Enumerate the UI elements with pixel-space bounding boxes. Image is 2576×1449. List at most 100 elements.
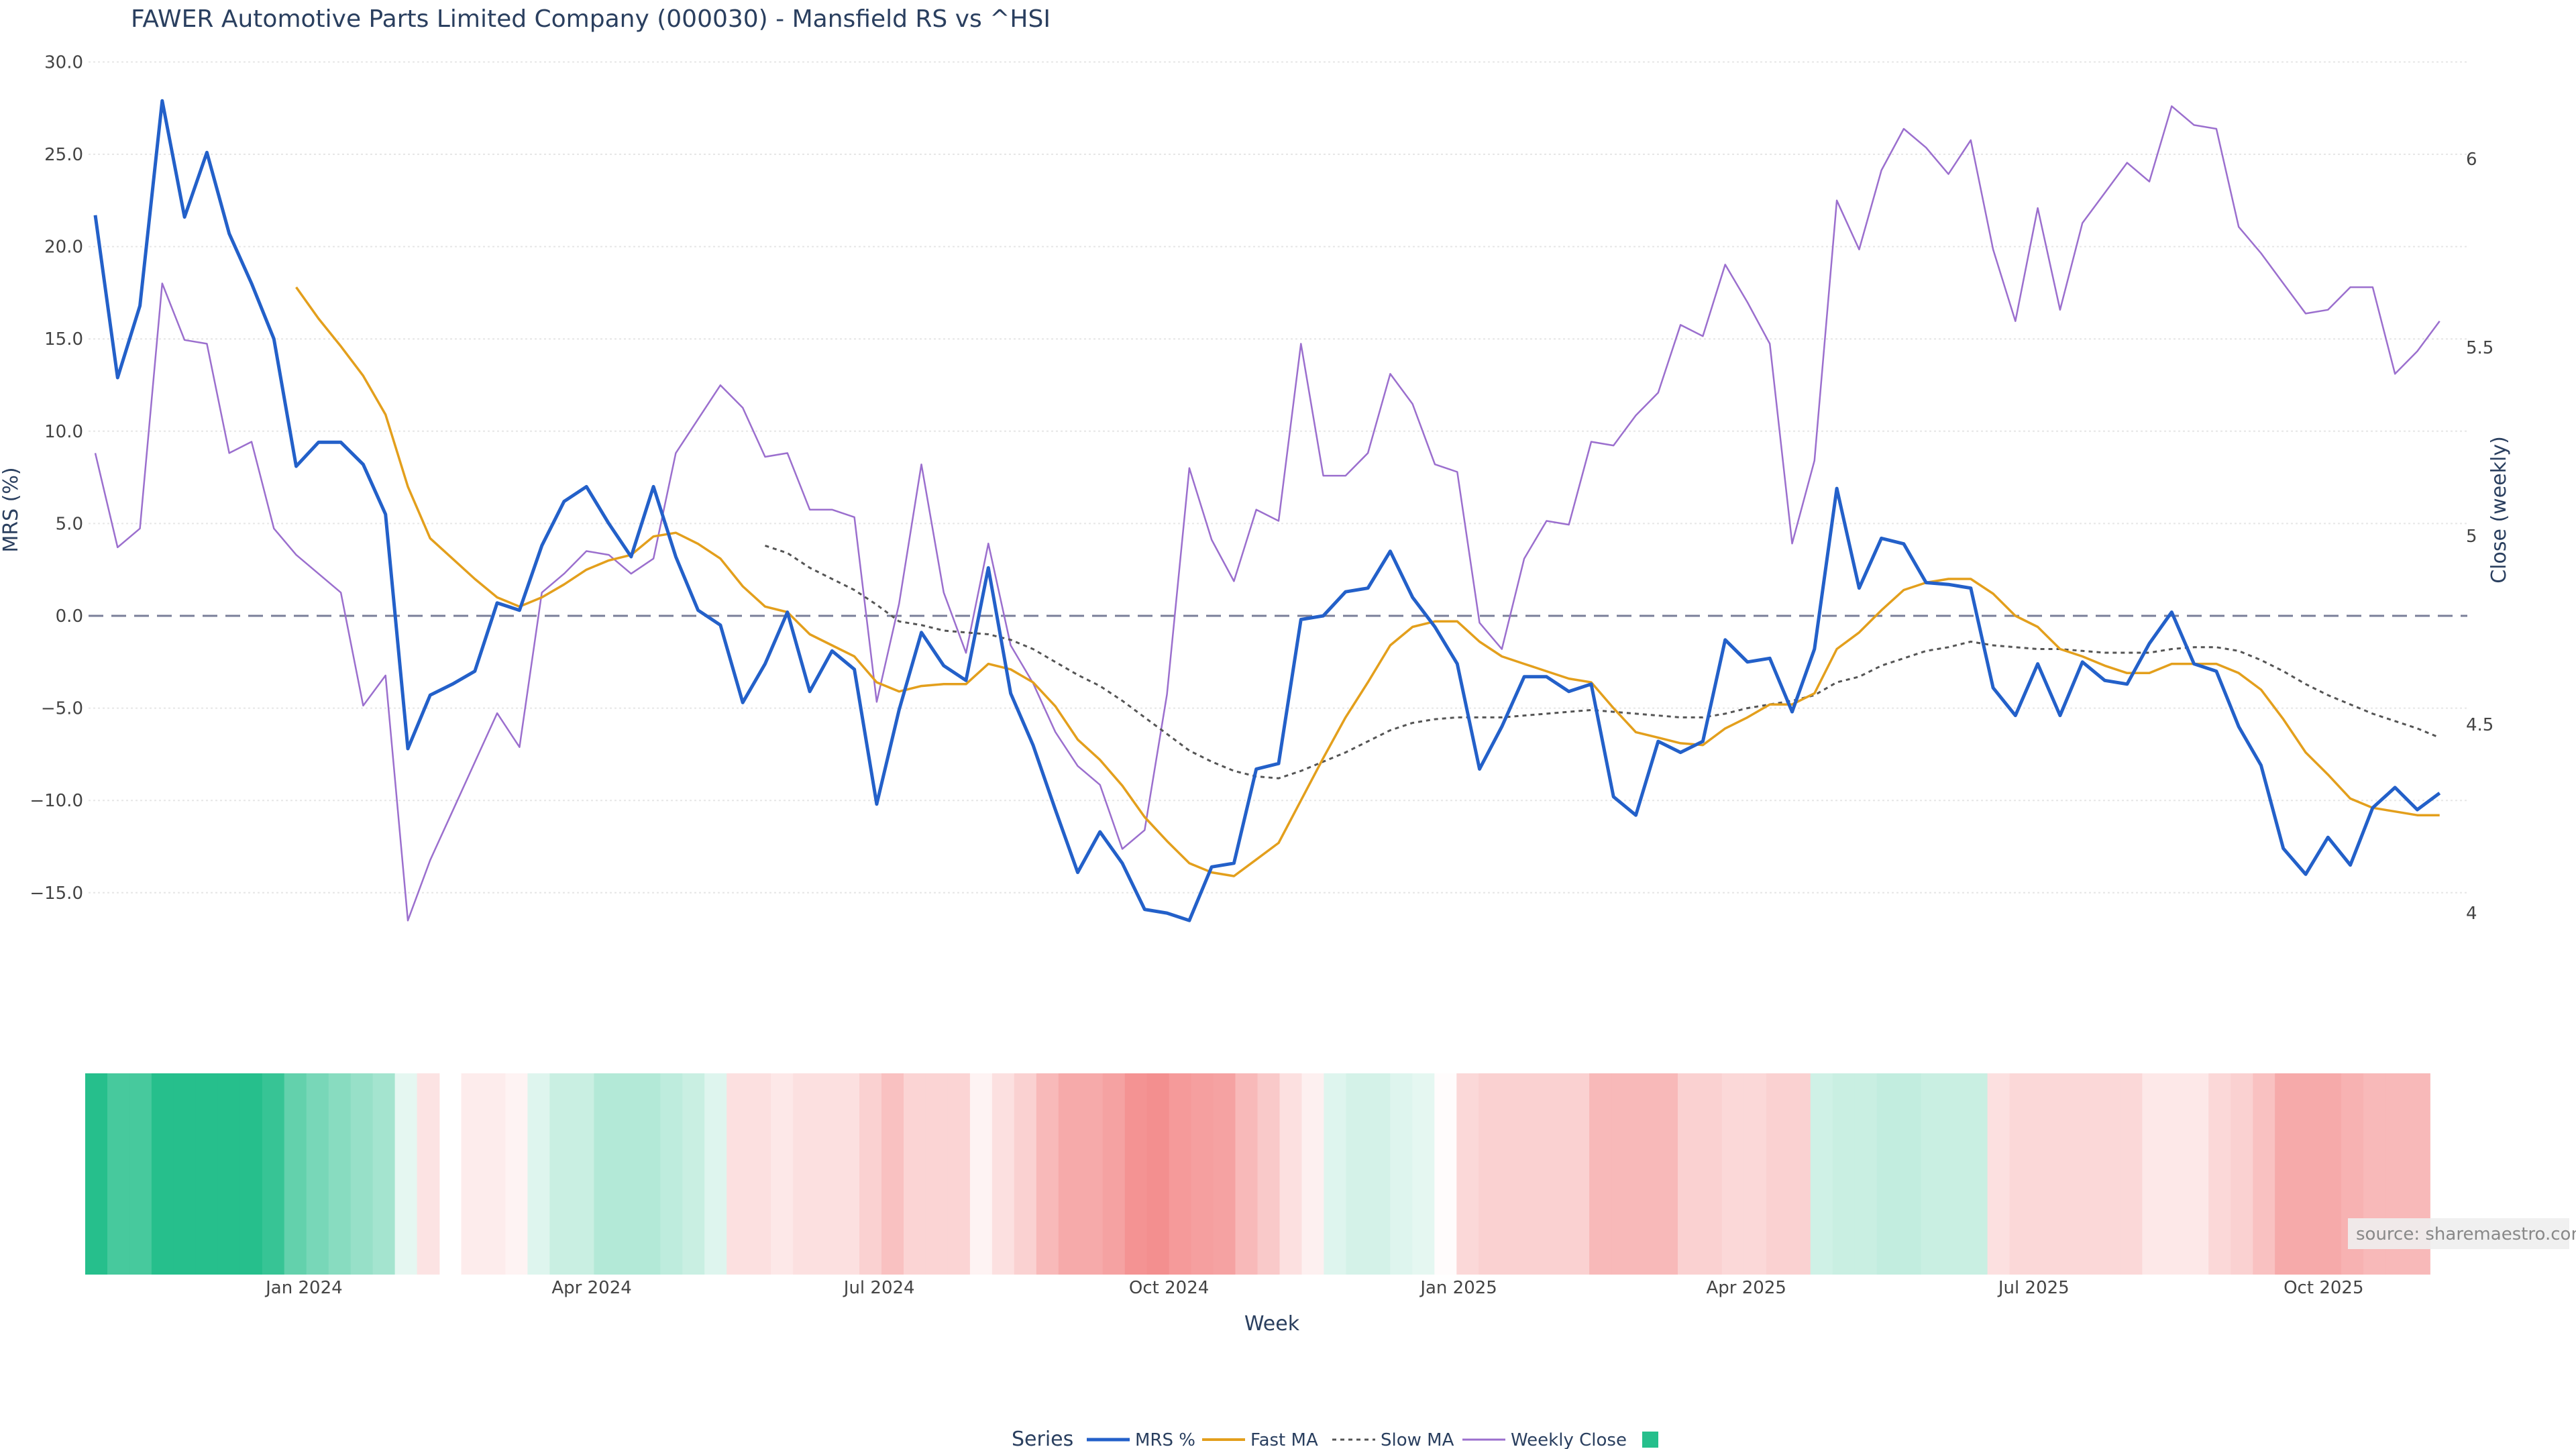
heatmap-cell xyxy=(682,1073,705,1275)
heatmap-cell xyxy=(947,1073,971,1275)
heatmap-cell xyxy=(2142,1073,2165,1275)
heatmap-cell xyxy=(1611,1073,1634,1275)
heatmap-cell xyxy=(328,1073,352,1275)
heatmap-cell xyxy=(1987,1073,2010,1275)
heatmap-cell xyxy=(1545,1073,1568,1275)
heatmap-cell xyxy=(859,1073,882,1275)
heatmap-cell xyxy=(417,1073,440,1275)
heatmap-cell xyxy=(1080,1073,1104,1275)
heatmap-cell xyxy=(173,1073,197,1275)
heatmap-cell xyxy=(1656,1073,1678,1275)
heatmap-cell xyxy=(85,1073,108,1275)
heatmap-cell xyxy=(2231,1073,2254,1275)
y-right-tick-label: 4.5 xyxy=(2466,715,2493,735)
heatmap-cell xyxy=(2009,1073,2033,1275)
heatmap-cell xyxy=(1213,1073,1236,1275)
heatmap-cell xyxy=(306,1073,329,1275)
y-right-tick-label: 5.5 xyxy=(2466,338,2493,358)
heatmap-cell xyxy=(2098,1073,2121,1275)
x-tick-label: Apr 2025 xyxy=(1706,1278,1786,1298)
legend-label-mrs: MRS % xyxy=(1135,1430,1195,1449)
heatmap-cell xyxy=(704,1073,727,1275)
heatmap-cell xyxy=(1810,1073,1833,1275)
heatmap-cell xyxy=(1965,1073,1988,1275)
heatmap-cell xyxy=(771,1073,794,1275)
y-left-tick-label: 25.0 xyxy=(44,145,83,165)
y-left-tick-label: −5.0 xyxy=(41,699,83,719)
heatmap-cell xyxy=(727,1073,749,1275)
heatmap-cell xyxy=(2031,1073,2055,1275)
legend-label-weekly-close: Weekly Close xyxy=(1511,1430,1627,1449)
heatmap-cell xyxy=(527,1073,551,1275)
heatmap-cell xyxy=(394,1073,418,1275)
heatmap-cell xyxy=(1235,1073,1258,1275)
heatmap-cell xyxy=(572,1073,595,1275)
heatmap-cell xyxy=(1036,1073,1059,1275)
heatmap-cell xyxy=(1523,1073,1546,1275)
heatmap-cell xyxy=(1146,1073,1170,1275)
x-axis: Jan 2024 Apr 2024 Jul 2024 Oct 2024 Jan 2025… xyxy=(264,1278,2363,1298)
legend-title: Series xyxy=(1012,1428,1073,1449)
heatmap-cell xyxy=(969,1073,993,1275)
heatmap-cell xyxy=(1788,1073,1811,1275)
heatmap-cell xyxy=(1921,1073,1944,1275)
y-axis-left: 30.0 25.0 20.0 15.0 10.0 5.0 0.0 −5.0 −10.0 −15.0 xyxy=(30,52,83,903)
heatmap-cell xyxy=(1346,1073,1369,1275)
heatmap-cell xyxy=(1678,1073,1701,1275)
heatmap-cell xyxy=(837,1073,860,1275)
y-left-tick-label: 15.0 xyxy=(44,329,83,350)
heatmap-cell xyxy=(1898,1073,1922,1275)
y-left-tick-label: 10.0 xyxy=(44,422,83,442)
mrs-heatmap-strip xyxy=(85,1073,2430,1275)
heatmap-cell xyxy=(1301,1073,1325,1275)
heatmap-cell xyxy=(749,1073,771,1275)
heatmap-cell xyxy=(638,1073,661,1275)
heatmap-cell xyxy=(151,1073,174,1275)
heatmap-cell xyxy=(660,1073,684,1275)
y-left-tick-label: −15.0 xyxy=(30,883,83,904)
heatmap-cell xyxy=(2076,1073,2099,1275)
heatmap-cell xyxy=(372,1073,396,1275)
series-line-mrs xyxy=(93,99,2441,922)
x-axis-title: Week xyxy=(1244,1312,1300,1336)
x-tick-label: Apr 2024 xyxy=(551,1278,631,1298)
heatmap-cell xyxy=(904,1073,926,1275)
heatmap-cell xyxy=(1257,1073,1281,1275)
heatmap-cell xyxy=(1434,1073,1458,1275)
source-note-box xyxy=(2348,1218,2569,1249)
x-tick-label: Jan 2024 xyxy=(264,1278,343,1298)
legend-label-fast-ma: Fast MA xyxy=(1250,1430,1318,1449)
heatmap-cell xyxy=(505,1073,529,1275)
heatmap-cell xyxy=(1743,1073,1767,1275)
heatmap-cell xyxy=(1124,1073,1148,1275)
heatmap-cell xyxy=(1567,1073,1590,1275)
heatmap-cell xyxy=(239,1073,263,1275)
heatmap-cell xyxy=(1501,1073,1523,1275)
heatmap-cell xyxy=(1943,1073,1966,1275)
heatmap-cell xyxy=(2275,1073,2298,1275)
heatmap-cell xyxy=(594,1073,617,1275)
heatmap-cell xyxy=(2053,1073,2077,1275)
y-left-tick-label: −10.0 xyxy=(30,791,83,811)
heatmap-cell xyxy=(1633,1073,1656,1275)
y-right-tick-label: 6 xyxy=(2466,150,2477,170)
heatmap-cell xyxy=(262,1073,285,1275)
heatmap-cell xyxy=(1832,1073,1856,1275)
heatmap-cell xyxy=(881,1073,904,1275)
x-tick-label: Jan 2025 xyxy=(1419,1278,1497,1298)
heatmap-cell xyxy=(1721,1073,1745,1275)
heatmap-cell xyxy=(1456,1073,1480,1275)
x-tick-label: Jul 2024 xyxy=(843,1278,915,1298)
heatmap-cell xyxy=(1700,1073,1723,1275)
heatmap-cell xyxy=(1854,1073,1878,1275)
heatmap-cell xyxy=(1014,1073,1037,1275)
x-tick-label: Jul 2025 xyxy=(1997,1278,2070,1298)
legend: Series MRS % Fast MA Slow MA Weekly Clos… xyxy=(1012,1428,1658,1449)
heatmap-cell xyxy=(2164,1073,2188,1275)
heatmap-cell xyxy=(2297,1073,2320,1275)
heatmap-cell xyxy=(1191,1073,1214,1275)
heatmap-cell xyxy=(107,1073,130,1275)
series-line-weekly-close xyxy=(94,105,2440,922)
y-left-tick-label: 30.0 xyxy=(44,52,83,72)
